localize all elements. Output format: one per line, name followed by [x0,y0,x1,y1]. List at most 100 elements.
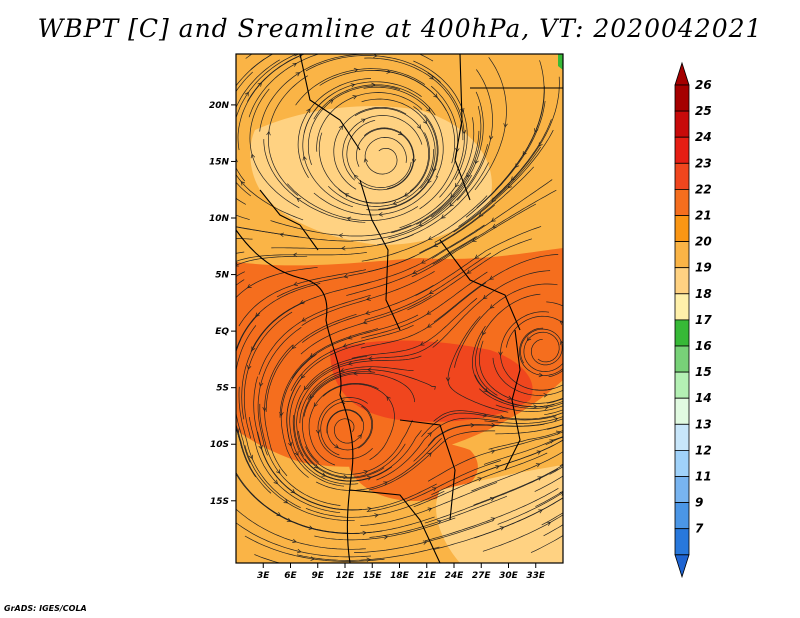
latitude-axis: 20N 15N 10N 5N EQ 5S 10S 15S [209,101,236,507]
streamline-arrow [428,290,434,294]
lon-tick-label: 33E [526,571,546,581]
streamline [475,293,541,396]
streamline [505,315,563,378]
streamline [317,397,373,460]
streamline-arrow [489,304,495,309]
lon-tick-label: 12E [336,571,356,581]
streamline-arrow [418,221,424,226]
colorbar-label: 11 [695,470,712,484]
streamline-arrow [296,548,302,554]
streamline-arrow [315,429,321,435]
streamline [280,353,317,478]
streamline-arrow [461,129,467,135]
streamline-arrow [600,376,604,380]
streamline-arrow [296,197,301,202]
streamline-arrow [489,275,494,280]
streamline [257,327,302,456]
colorbar-swatch [674,449,690,477]
streamline [358,127,415,191]
streamline-arrow [283,499,289,504]
streamline-arrow [454,182,460,188]
streamline-arrow [491,217,496,222]
streamline-arrow [289,44,293,48]
streamline [391,130,480,234]
streamline [453,129,554,233]
streamline-arrow [367,506,372,512]
colorbar-label: 20 [695,235,712,249]
lon-tick-label: 24E [445,571,465,581]
streamline [424,468,559,524]
streamline-arrow [600,494,604,498]
streamline [299,366,414,424]
streamline-arrow [279,232,285,237]
lat-tick-label: 15S [210,497,229,507]
streamline [236,522,371,558]
streamline [479,388,563,409]
streamline-arrow [230,407,234,411]
field-green-speck [558,54,563,70]
lon-tick-label: 30E [499,571,519,581]
streamline-arrow [334,444,340,449]
colorbar-label: 22 [695,182,712,196]
streamline-arrow [522,151,527,156]
streamline [432,270,551,348]
streamline-arrow [321,472,327,477]
streamline-arrow [293,281,298,286]
streamline [523,331,563,372]
streamline [290,324,414,392]
streamline [456,69,493,201]
colorbar: 26 25 24 23 22 21 20 19 18 17 16 15 14 13 12 11 9 7 [674,61,712,579]
streamline-arrow [420,259,426,264]
streamlines [187,40,604,563]
streamline [421,412,557,438]
streamline [549,466,563,475]
streamline-arrow [474,254,480,259]
colorbar-label: 14 [695,391,712,405]
streamline [366,460,502,512]
streamline-arrow [208,362,212,366]
streamline [244,535,385,562]
colorbar-swatch [674,345,690,373]
colorbar-label: 16 [695,339,712,353]
streamline-arrow [291,344,297,350]
streamline-arrow [343,273,349,279]
streamline [378,106,438,210]
streamline [427,72,465,198]
streamline-arrow [340,368,345,373]
streamline-arrow [244,91,249,97]
lat-tick-label: 5N [215,271,229,281]
streamline [236,54,274,87]
streamline-arrow [470,422,475,428]
streamline-arrow [187,183,191,187]
streamline-arrow [273,479,278,485]
streamline [419,166,534,254]
colorbar-label: 15 [695,365,712,379]
streamline-arrow [427,178,432,184]
longitude-axis: 3E 6E 9E 12E 15E 18E 21E 24E 27E 30E 33E [257,563,546,581]
streamline [474,374,563,408]
streamline [248,54,320,118]
streamline [354,519,494,553]
streamline [304,430,422,482]
streamline-arrow [363,40,367,44]
streamline-arrow [398,131,403,136]
streamline-arrow [367,356,373,361]
streamline-arrow [313,402,318,408]
streamline [447,316,509,413]
streamline-arrow [416,124,422,129]
streamline-arrow [247,365,252,370]
streamline-arrow [365,310,370,315]
border-west-1 [259,189,319,251]
streamline-arrow [495,464,500,470]
streamline-arrow [426,107,431,112]
streamline [497,492,563,525]
field-congo-core [330,340,533,422]
streamline-arrow [510,176,516,181]
streamline-arrow [344,193,350,198]
streamline [488,430,563,450]
streamline [366,114,439,211]
streamline-arrow [342,343,348,348]
streamline-arrow [367,476,372,481]
lat-tick-label: EQ [215,327,229,337]
